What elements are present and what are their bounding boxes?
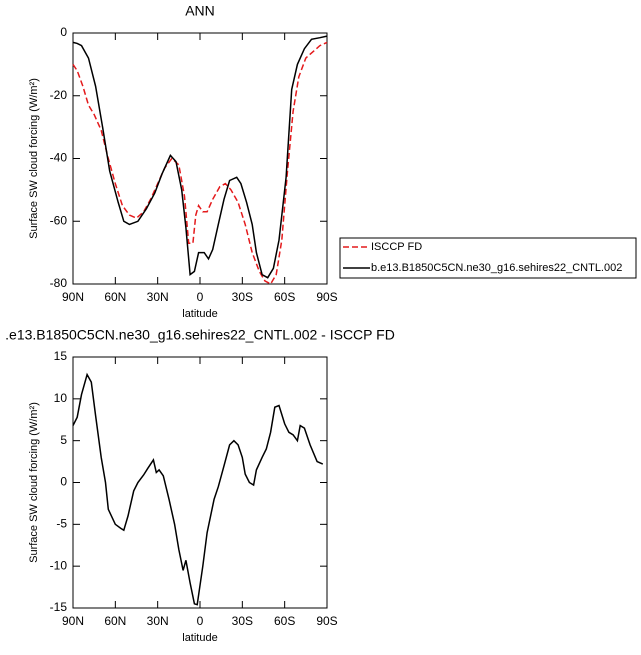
y-tick-label: -10 — [50, 558, 68, 572]
x-tick-label: 30S — [232, 290, 253, 304]
x-tick-label: 60S — [274, 614, 295, 628]
x-tick-label: 30S — [232, 614, 253, 628]
data-line — [72, 41, 328, 286]
x-tick-label: 0 — [197, 290, 204, 304]
legend-box — [339, 237, 637, 279]
legend-label: b.e13.B1850C5CN.ne30_g16.sehires22_CNTL.… — [371, 262, 622, 274]
x-tick-label: 90S — [316, 614, 337, 628]
x-tick-label: 30N — [147, 614, 169, 628]
chart-title: ANN — [185, 3, 215, 19]
y-tick-label: 0 — [60, 25, 67, 39]
plot-frame — [72, 32, 328, 285]
x-tick-label: 60S — [274, 290, 295, 304]
data-line — [72, 372, 324, 606]
y-tick-label: -60 — [50, 213, 68, 227]
y-tick-label: 10 — [54, 391, 68, 405]
chart-title: .e13.B1850C5CN.ne30_g16.sehires22_CNTL.0… — [5, 327, 395, 343]
y-tick-label: 0 — [60, 475, 67, 489]
x-tick-label: 60N — [104, 614, 126, 628]
x-tick-label: 90S — [316, 290, 337, 304]
y-tick-label: 5 — [60, 433, 67, 447]
data-line — [72, 35, 328, 279]
x-tick-label: 90N — [62, 290, 84, 304]
y-tick-label: 15 — [54, 349, 68, 363]
y-tick-label: -80 — [50, 276, 68, 290]
y-tick-label: -20 — [50, 88, 68, 102]
x-axis-label: latitude — [182, 308, 217, 320]
y-axis-label: Surface SW cloud forcing (W/m²) — [28, 78, 40, 239]
x-tick-label: 60N — [104, 290, 126, 304]
x-tick-label: 90N — [62, 614, 84, 628]
x-tick-label: 30N — [147, 290, 169, 304]
plot-frame — [72, 356, 328, 609]
y-tick-label: -5 — [56, 517, 67, 531]
x-tick-label: 0 — [197, 614, 204, 628]
y-tick-label: -15 — [50, 600, 68, 614]
legend-label: ISCCP FD — [371, 241, 422, 253]
x-axis-label: latitude — [182, 632, 217, 644]
y-tick-label: -40 — [50, 151, 68, 165]
y-axis-label: Surface SW cloud forcing (W/m²) — [28, 402, 40, 563]
